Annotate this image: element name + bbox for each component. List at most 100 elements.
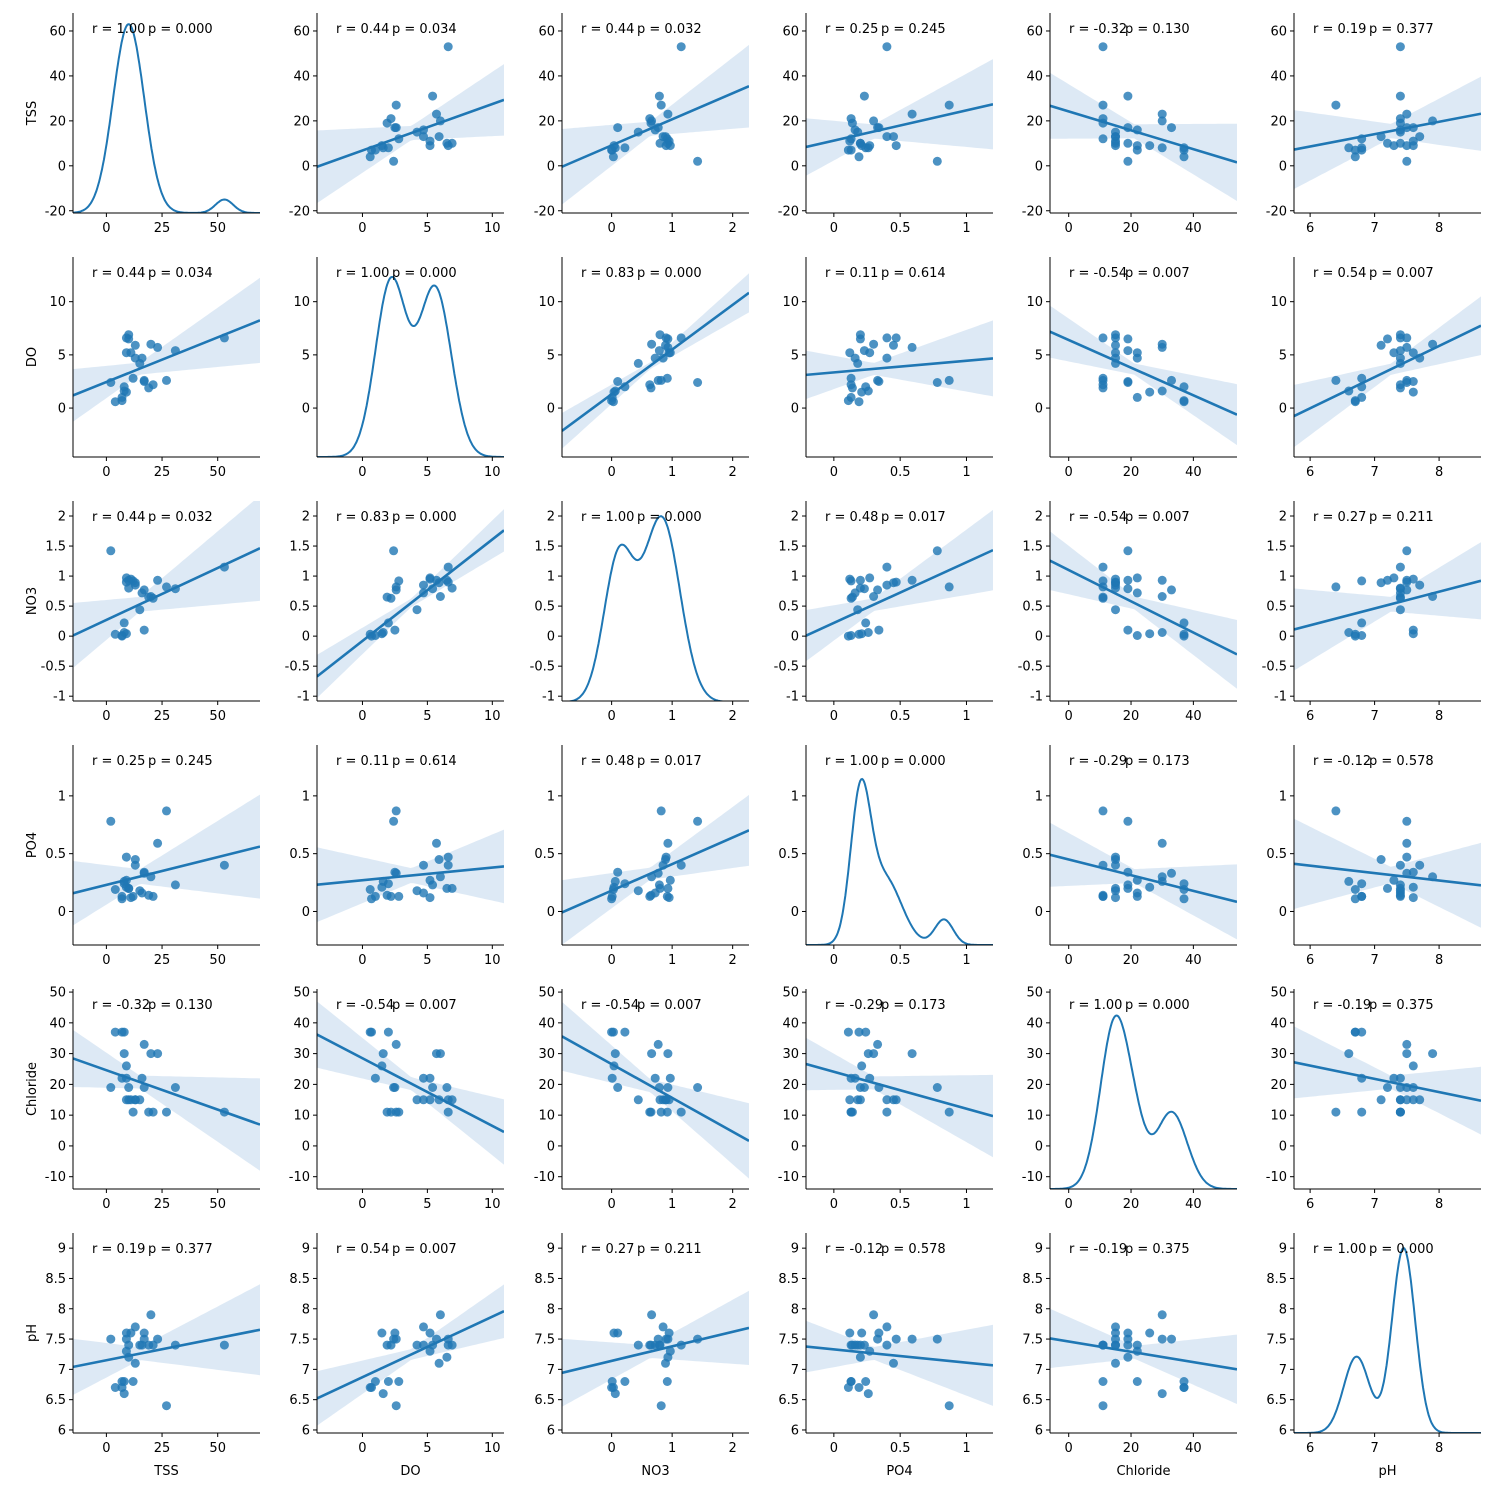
y-tick-label: 1: [1035, 570, 1043, 585]
x-tick-label: 0: [358, 1441, 366, 1456]
scatter-point: [620, 1027, 630, 1037]
scatter-point: [1111, 605, 1120, 615]
scatter-point: [693, 156, 703, 166]
scatter-point: [1132, 1346, 1142, 1356]
scatter-point: [117, 1377, 127, 1386]
p-annotation: p = 0.000: [1369, 1242, 1434, 1257]
plot-area: [1050, 42, 1237, 201]
panel-ph-vs-ph: 6 6.5 7 7.5 8 8.5 9 6 7 8 r = 1.00 p = 0.000: [1266, 1233, 1481, 1456]
x-tick-label: 0: [358, 465, 366, 480]
scatter-point: [613, 1083, 623, 1092]
scatter-point: [1357, 373, 1367, 383]
scatter-point: [219, 1107, 229, 1117]
scatter-point: [861, 1377, 871, 1386]
y-tick-label: 40: [293, 69, 310, 84]
scatter-point: [1123, 867, 1133, 877]
y-tick-label: 8.5: [45, 1272, 66, 1287]
p-annotation: p = 0.034: [148, 266, 213, 281]
y-axis-title-chloride: Chloride: [25, 1062, 40, 1116]
y-tick-label: 40: [293, 1016, 310, 1031]
scatter-point: [608, 885, 618, 894]
scatter-point: [1408, 123, 1418, 133]
y-tick-label: 7: [791, 1363, 799, 1378]
y-tick-label: -10: [289, 1170, 310, 1185]
y-tick-label: 1.5: [778, 540, 799, 555]
scatter-point: [121, 852, 131, 862]
y-tick-label: 30: [293, 1047, 310, 1062]
scatter-point: [882, 132, 892, 142]
y-tick-label: 30: [538, 1047, 555, 1062]
scatter-point: [1408, 867, 1418, 877]
scatter-point: [854, 397, 864, 407]
r-annotation: r = 0.44: [92, 510, 145, 525]
scatter-point: [1428, 872, 1438, 882]
r-annotation: r = 1.00: [1069, 998, 1122, 1013]
panel-po4-vs-chloride: 0 0.5 1 0 20 40 r = -0.29p = 0.173: [1022, 745, 1237, 968]
x-tick-label: 0: [358, 709, 366, 724]
x-tick-label: 1: [668, 953, 676, 968]
scatter-point: [1179, 152, 1189, 162]
y-tick-label: 40: [1026, 1016, 1043, 1031]
regression-line: [73, 319, 260, 397]
scatter-point: [435, 592, 445, 601]
scatter-point: [853, 358, 863, 368]
scatter-point: [662, 1377, 672, 1386]
scatter-point: [932, 546, 942, 556]
scatter-point: [857, 1061, 867, 1071]
x-tick-label: 8: [1435, 1441, 1443, 1456]
x-tick-label: 40: [1185, 709, 1202, 724]
scatter-point: [846, 631, 856, 640]
confidence-band: [806, 59, 993, 176]
y-tick-label: 1: [791, 789, 799, 804]
scatter-point: [1408, 141, 1418, 151]
x-tick-label: 1: [668, 221, 676, 236]
x-tick-label: 5: [423, 709, 431, 724]
scatter-point: [882, 353, 892, 363]
x-tick-label: 0: [607, 1441, 615, 1456]
scatter-point: [873, 585, 883, 595]
scatter-point: [874, 377, 884, 386]
scatter-point: [646, 1107, 656, 1117]
scatter-point: [117, 891, 127, 901]
scatter-point: [1357, 145, 1367, 155]
p-annotation: p = 0.377: [148, 1242, 213, 1257]
scatter-point: [394, 134, 404, 144]
scatter-point: [1145, 141, 1155, 151]
scatter-point: [419, 860, 428, 870]
scatter-point: [907, 575, 917, 585]
y-tick-label: 0: [547, 630, 555, 645]
r-annotation: r = 1.00: [1313, 1242, 1366, 1257]
scatter-point: [843, 1027, 853, 1037]
scatter-point: [855, 575, 865, 585]
panel-no3-vs-do: -1 -0.5 0 0.5 1 1.5 2 0 5 10 r = 0.83 p = 0.000: [285, 501, 504, 724]
scatter-point: [391, 1401, 401, 1411]
y-tick-label: 7.5: [1266, 1333, 1287, 1348]
x-tick-label: 20: [1123, 709, 1140, 724]
scatter-point: [676, 333, 686, 343]
panel-tss-vs-no3: -20 0 20 40 60 0 1 2 r = 0.44 p = 0.032: [534, 13, 749, 236]
plot-area: [806, 1310, 993, 1411]
scatter-point: [874, 1083, 884, 1092]
x-tick-label: 10: [484, 709, 501, 724]
scatter-point: [106, 816, 116, 826]
y-tick-label: 20: [782, 1078, 799, 1093]
scatter-point: [1157, 339, 1167, 349]
y-tick-label: 20: [1270, 1078, 1287, 1093]
scatter-point: [846, 1377, 856, 1386]
scatter-point: [1123, 156, 1133, 166]
y-tick-label: 0.5: [534, 847, 555, 862]
y-tick-label: 50: [293, 986, 310, 1001]
scatter-point: [854, 1027, 864, 1037]
scatter-point: [121, 1095, 131, 1105]
r-annotation: r = -0.32: [1069, 22, 1127, 37]
panel-no3-vs-ph: -1 -0.5 0 0.5 1 1.5 2 6 7 8 r = 0.27 p = 0.211: [1262, 501, 1481, 724]
scatter-point: [434, 1358, 444, 1368]
x-tick-label: 0: [102, 709, 110, 724]
confidence-band: [73, 277, 260, 422]
scatter-point: [1408, 1095, 1418, 1105]
y-tick-label: 2: [302, 510, 310, 525]
y-tick-label: 0: [1279, 402, 1287, 417]
scatter-point: [846, 1107, 856, 1117]
x-tick-label: 0: [830, 953, 838, 968]
plot-area: [317, 1001, 504, 1165]
